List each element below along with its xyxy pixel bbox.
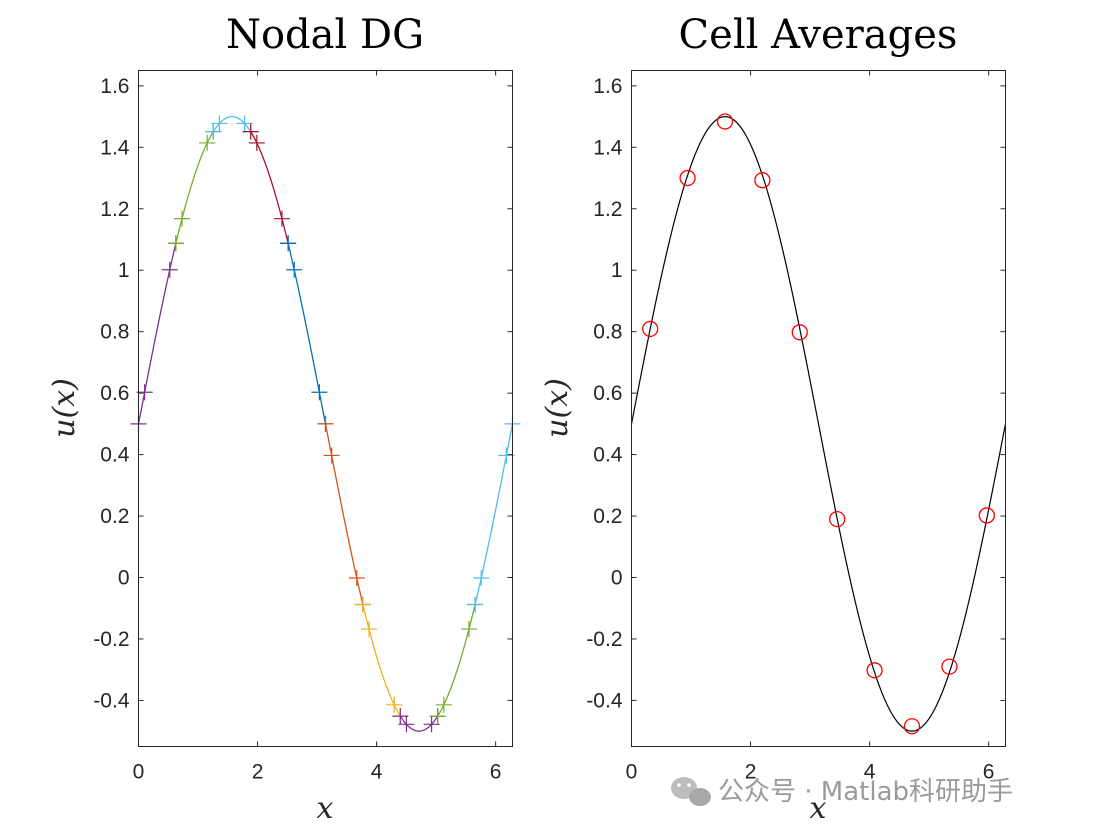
x-tick-labels-right: 0 2 4 6	[626, 70, 995, 784]
dg-node-marker	[242, 123, 259, 140]
cell-average-marker	[716, 113, 734, 130]
dg-node-marker	[467, 596, 484, 613]
y-tick-label: 1.2	[100, 198, 129, 221]
y-tick-label: -0.2	[586, 628, 622, 651]
dg-node-marker	[398, 716, 415, 733]
y-tick-label: 1	[611, 259, 623, 282]
axes-nodal-dg: Nodal DG 0 2 4 6 1.6 1.4 1.2 1 0.8 0.6 0.4 0.2 0 -0.…	[47, 12, 521, 826]
dg-node-marker	[354, 596, 371, 613]
y-tick-label: 0.6	[100, 382, 129, 405]
dg-node-marker	[498, 447, 515, 464]
y-tick-label: 1.6	[100, 75, 129, 98]
x-tick-label: 2	[252, 761, 264, 784]
cell-average-marker	[978, 507, 995, 524]
cell-average-marker	[866, 662, 883, 679]
dg-node-marker	[460, 621, 477, 638]
wechat-icon	[671, 777, 711, 806]
y-tick-label: 0.6	[593, 382, 622, 405]
cell-average-marker	[941, 658, 958, 675]
chart-title-nodal-dg: Nodal DG	[226, 12, 424, 58]
x-tick-label: 4	[371, 761, 383, 784]
x-tick-label: 6	[983, 761, 995, 784]
dg-node-marker	[174, 210, 191, 227]
y-tick-labels-left: 1.6 1.4 1.2 1 0.8 0.6 0.4 0.2 0 -0.2 -0.4	[93, 75, 513, 712]
dg-node-marker	[361, 621, 378, 638]
y-tick-label: -0.4	[586, 689, 623, 712]
cell-average-marker	[903, 718, 921, 735]
x-tick-label: 4	[864, 761, 876, 784]
x-tick-label: 2	[745, 761, 757, 784]
watermark-text: 公众号 · Matlab科研助手	[718, 777, 1013, 807]
y-tick-label: -0.2	[93, 628, 129, 651]
y-tick-label: 1.2	[593, 198, 622, 221]
dg-node-marker	[323, 447, 340, 464]
x-tick-labels-left: 0 2 4 6	[133, 70, 502, 784]
dg-node-marker	[280, 235, 297, 252]
x-axis-label-right: x	[810, 791, 827, 826]
plot-area-right	[630, 113, 1007, 735]
dg-node-marker	[473, 569, 490, 586]
dg-node-marker	[199, 134, 216, 151]
y-tick-label: 1.6	[593, 75, 622, 98]
dg-node-marker	[161, 261, 178, 278]
dg-node-marker	[205, 123, 222, 140]
cell-average-marker	[679, 169, 696, 187]
y-tick-label: 0	[611, 567, 623, 590]
chart-title-cell-averages: Cell Averages	[679, 12, 958, 58]
y-axis-label-right: u(x)	[540, 378, 575, 438]
cell-average-marker	[791, 324, 808, 341]
dg-node-marker	[392, 708, 409, 725]
x-tick-label: 0	[133, 761, 145, 784]
dg-node-marker	[429, 708, 446, 725]
y-tick-label: 0.4	[593, 444, 623, 467]
y-axis-label-left: u(x)	[47, 378, 82, 438]
dg-node-marker	[273, 210, 290, 227]
axes-box-right	[631, 70, 1006, 747]
y-tick-label: 0.8	[100, 321, 129, 344]
dg-node-marker	[423, 716, 440, 733]
dg-node-marker	[286, 261, 303, 278]
y-tick-label: 0.4	[100, 444, 130, 467]
y-tick-label: 0.8	[593, 321, 622, 344]
cell-average-marker	[754, 172, 771, 189]
watermark: 公众号 · Matlab科研助手	[671, 777, 1013, 807]
dg-node-marker	[348, 569, 365, 586]
dg-node-marker	[136, 384, 153, 401]
x-tick-label: 0	[626, 761, 638, 784]
y-tick-label: 1.4	[100, 136, 130, 159]
dg-node-marker	[248, 134, 265, 151]
plot-area-left	[131, 115, 521, 733]
exact-solution-curve	[630, 115, 1007, 732]
y-tick-label: -0.4	[93, 689, 130, 712]
x-axis-label-left: x	[317, 791, 334, 826]
y-tick-label: 0	[118, 567, 130, 590]
dg-node-marker	[317, 415, 334, 432]
dg-node-marker	[386, 696, 403, 713]
y-tick-label: 1.4	[593, 136, 623, 159]
axes-cell-averages: Cell Averages 0 2 4 6 1.6 1.4 1.2 1 0.8 0.6 0.4 0.…	[540, 12, 1007, 826]
y-tick-label: 0.2	[100, 505, 129, 528]
dg-node-marker	[211, 115, 228, 132]
dg-node-marker	[167, 235, 184, 252]
y-tick-label: 0.2	[593, 505, 622, 528]
y-tick-labels-right: 1.6 1.4 1.2 1 0.8 0.6 0.4 0.2 0 -0.2 -0.4	[586, 75, 1006, 712]
cell-average-marker	[829, 510, 846, 528]
dg-node-marker	[236, 115, 253, 132]
dg-node-marker	[435, 696, 452, 713]
x-tick-label: 6	[490, 761, 502, 784]
y-tick-label: 1	[118, 259, 130, 282]
axes-box-left	[138, 70, 513, 747]
dg-node-marker	[311, 384, 328, 401]
cell-average-marker	[642, 320, 659, 338]
